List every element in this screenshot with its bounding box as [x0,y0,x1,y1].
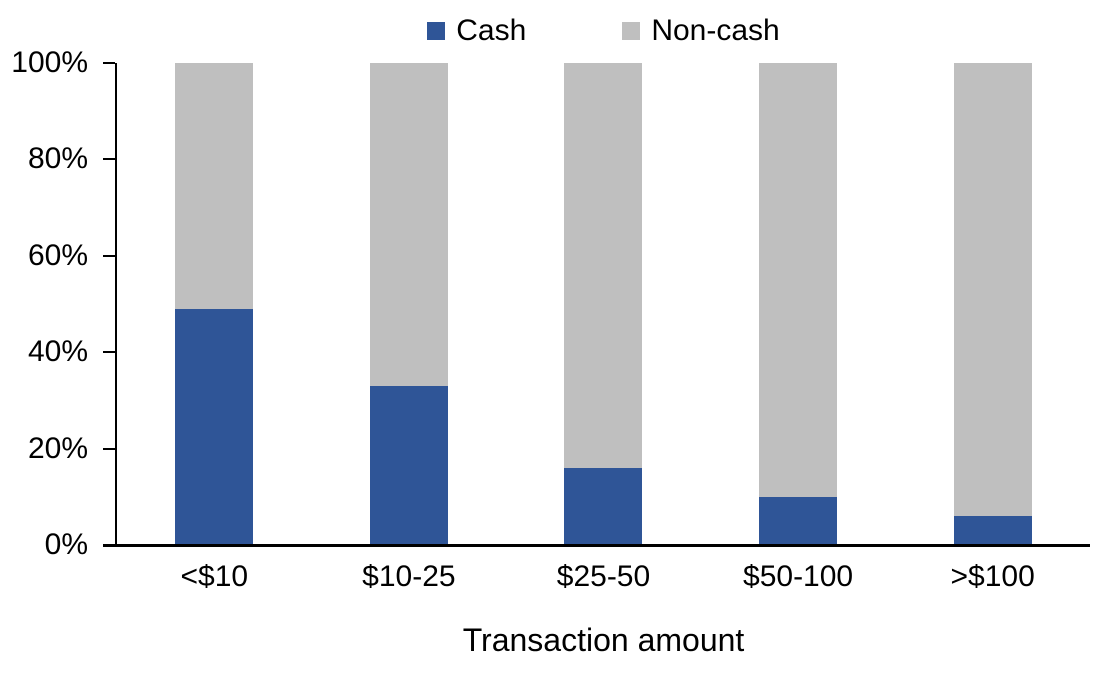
bar-segment-non-cash [175,63,254,309]
x-tick-label: $50-100 [743,560,854,593]
bar-segment-cash [953,516,1032,545]
stacked-bar [953,63,1032,545]
y-tick-label: 80% [27,142,88,176]
legend-label-cash: Cash [456,14,527,47]
bar-slot [895,63,1090,545]
y-tick [103,351,115,354]
stacked-bar [759,63,838,545]
y-axis-line [115,63,117,545]
x-tick-label: >$100 [950,560,1035,593]
bar-slot [117,63,312,545]
plot-area [103,62,1090,547]
bar-segment-cash [175,308,254,545]
stacked-bar [564,63,643,545]
bar-slot [506,63,701,545]
legend: Cash Non-cash [117,14,1090,47]
y-tick [103,447,115,450]
bar-slot [701,63,896,545]
bar-segment-non-cash [564,63,643,468]
bar-segment-cash [759,496,838,545]
bar-segment-cash [369,385,448,545]
y-axis-labels: 0% 20% 40% 60% 80% 100% [0,46,88,561]
legend-item-cash: Cash [427,14,526,47]
legend-item-non-cash: Non-cash [622,14,780,47]
x-tick-label: <$10 [180,560,249,593]
y-tick [103,158,115,161]
y-tick-label: 60% [27,238,88,272]
bar-segment-cash [564,467,643,545]
y-tick [103,62,115,64]
y-tick [103,254,115,257]
x-axis-labels: <$10 $10-25 $25-50 $50-100 >$100 [117,560,1090,595]
bar-segment-non-cash [369,63,448,386]
stacked-bar [369,63,448,545]
y-tick-label: 40% [27,335,88,369]
legend-label-non-cash: Non-cash [651,14,780,47]
non-cash-swatch-icon [622,21,641,40]
bar-slot [312,63,507,545]
y-tick-label: 100% [11,46,88,79]
x-tick-label: $10-25 [362,560,456,593]
bars-layer [117,63,1090,545]
bar-segment-non-cash [759,63,838,497]
cash-swatch-icon [427,21,446,40]
stacked-bar [175,63,254,545]
x-axis-title: Transaction amount [462,622,745,658]
x-tick-label: $25-50 [556,560,651,593]
bar-segment-non-cash [953,63,1032,517]
y-tick-label: 20% [27,431,88,465]
x-axis-line [103,544,1090,547]
y-tick-label: 0% [44,528,88,561]
